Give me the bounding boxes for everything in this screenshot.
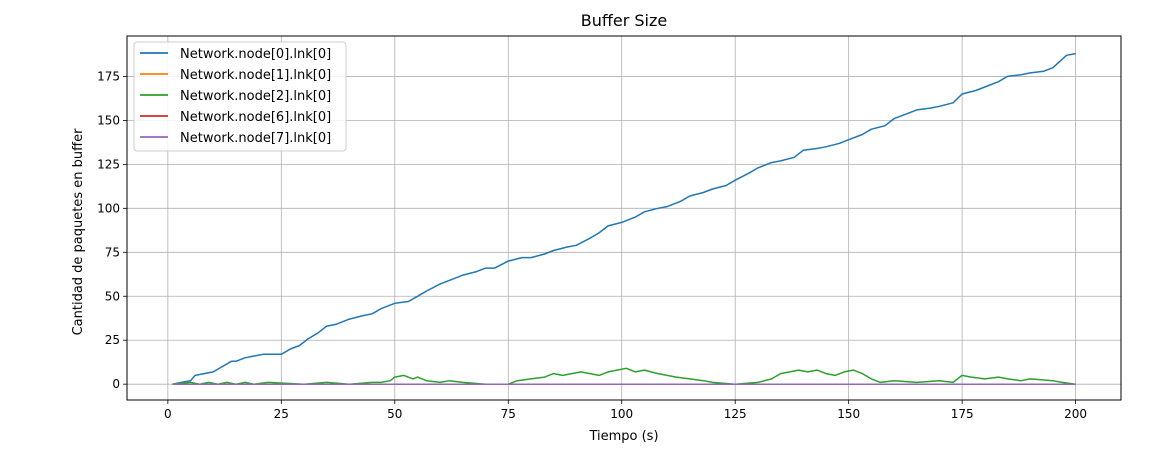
legend-box: [133, 41, 347, 152]
legend-label-0: Network.node[0].lnk[0]: [180, 47, 331, 62]
y-tick-label: 125: [97, 157, 120, 171]
series-lines: [172, 52, 1076, 385]
y-tick-label: 50: [105, 289, 120, 303]
y-tick-label: 25: [105, 333, 120, 347]
legend-label-3: Network.node[6].lnk[0]: [180, 110, 331, 125]
x-tick-label: 25: [274, 407, 289, 421]
chart-title: Buffer Size: [581, 11, 668, 30]
legend-label-4: Network.node[7].lnk[0]: [180, 131, 331, 146]
y-tick-label: 150: [97, 113, 120, 127]
x-tick-label: 0: [164, 407, 172, 421]
plot-frame: [126, 35, 1122, 401]
legend: Network.node[0].lnk[0] Network.node[1].ln…: [133, 41, 347, 152]
x-tick-label: 100: [610, 407, 633, 421]
x-tick-label: 150: [837, 407, 860, 421]
x-tick-label: 200: [1064, 407, 1087, 421]
legend-label-2: Network.node[2].lnk[0]: [180, 89, 331, 104]
x-tick-label: 75: [501, 407, 516, 421]
y-tick-label: 75: [105, 245, 120, 259]
x-tick-label: 175: [951, 407, 974, 421]
legend-label-1: Network.node[1].lnk[0]: [180, 68, 331, 83]
x-tick-label: 50: [387, 407, 402, 421]
y-tick-label: 100: [97, 201, 120, 215]
y-axis-label: Cantidad de paquetes en buffer: [71, 128, 86, 336]
y-ticks: 0 25 50 75 100 125 150 175: [97, 69, 127, 391]
y-tick-label: 175: [97, 69, 120, 83]
x-tick-label: 125: [724, 407, 747, 421]
x-ticks: 0 25 50 75 100 125 150 175 200: [164, 400, 1087, 421]
x-axis-label: Tiempo (s): [588, 429, 658, 444]
series-line-0: [172, 52, 1076, 385]
y-tick-label: 0: [112, 377, 120, 391]
